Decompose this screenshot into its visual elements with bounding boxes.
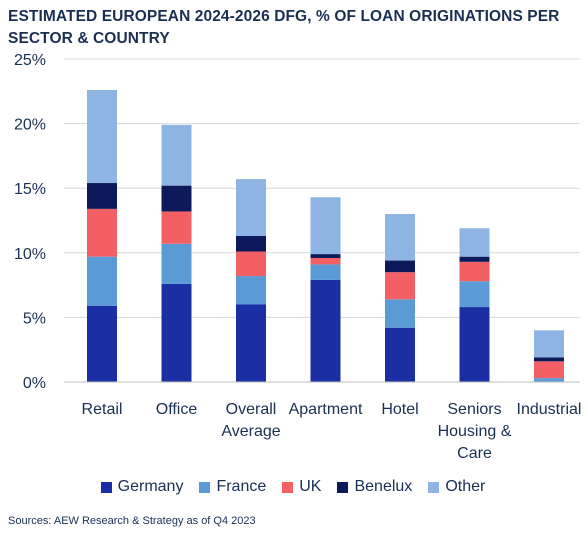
source-note: Sources: AEW Research & Strategy as of Q…	[8, 515, 256, 527]
bar-segment-uk	[161, 211, 192, 244]
bar-segment-benelux	[161, 185, 192, 212]
x-tick-label: Apartment	[289, 401, 363, 418]
bar-segment-uk	[310, 257, 341, 265]
x-tick-label: Retail	[82, 401, 123, 418]
x-tick-label: Overall Average	[221, 401, 280, 440]
bar-segment-germany	[161, 283, 192, 382]
legend-item-benelux: Benelux	[337, 478, 412, 496]
legend-item-france: France	[199, 478, 266, 496]
chart-title: ESTIMATED EUROPEAN 2024-2026 DFG, % OF L…	[8, 8, 560, 47]
x-tick-label: Office	[156, 401, 198, 418]
legend-item-other: Other	[428, 478, 485, 496]
legend-label: France	[216, 478, 267, 495]
legend-item-uk: UK	[282, 478, 321, 496]
legend-label: Germany	[117, 478, 184, 495]
legend-label: UK	[299, 478, 322, 495]
chart-legend: Germany France UK Benelux Other	[0, 478, 586, 496]
bar-segment-france	[236, 276, 266, 305]
y-tick-label: 15%	[14, 181, 46, 198]
bar-segment-france	[534, 378, 564, 382]
legend-swatch	[337, 481, 349, 493]
legend-swatch	[199, 481, 211, 493]
bar-segment-germany	[87, 305, 117, 382]
bar-segment-uk	[385, 272, 415, 300]
y-tick-label: 0%	[23, 375, 46, 392]
bar-segment-france	[385, 299, 415, 328]
bar-segment-germany	[385, 327, 415, 382]
bar-segment-other	[459, 228, 490, 257]
bar-segment-france	[310, 264, 341, 280]
bar-segment-france	[161, 243, 192, 284]
bar-segment-benelux	[236, 236, 266, 252]
y-tick-label: 5%	[23, 310, 46, 327]
bar-segment-france	[459, 281, 490, 308]
bar-segment-benelux	[534, 357, 564, 362]
legend-label: Benelux	[354, 478, 413, 495]
bar-segment-germany	[236, 304, 266, 382]
legend-swatch	[428, 481, 440, 493]
bar-segment-other	[385, 214, 415, 261]
bar-segment-other	[236, 179, 266, 237]
bar-segment-other	[534, 330, 564, 358]
x-tick-label: Hotel	[381, 401, 418, 418]
bar-segment-germany	[459, 307, 490, 382]
bar-segment-benelux	[459, 256, 490, 262]
bar-segment-benelux	[385, 260, 415, 273]
bar-segment-france	[87, 256, 117, 306]
y-tick-label: 10%	[14, 246, 46, 263]
bar-segment-uk	[87, 208, 117, 257]
legend-swatch	[282, 481, 294, 493]
bar-segment-benelux	[87, 183, 117, 209]
legend-swatch	[100, 481, 112, 493]
bar-segment-other	[161, 124, 192, 186]
y-tick-label: 25%	[14, 52, 46, 69]
y-tick-label: 20%	[14, 117, 46, 134]
legend-label: Other	[445, 478, 486, 495]
bar-segment-uk	[459, 261, 490, 282]
bar-segment-other	[310, 197, 341, 255]
bar-segment-other	[87, 90, 117, 184]
bar-segment-benelux	[310, 254, 341, 258]
bar-segment-germany	[310, 279, 341, 382]
legend-item-germany: Germany	[100, 478, 184, 496]
x-tick-label: Industrial	[517, 401, 582, 418]
bar-segment-uk	[236, 251, 266, 277]
x-tick-label: Seniors Housing & Care	[438, 401, 512, 462]
bar-segment-uk	[534, 361, 564, 379]
